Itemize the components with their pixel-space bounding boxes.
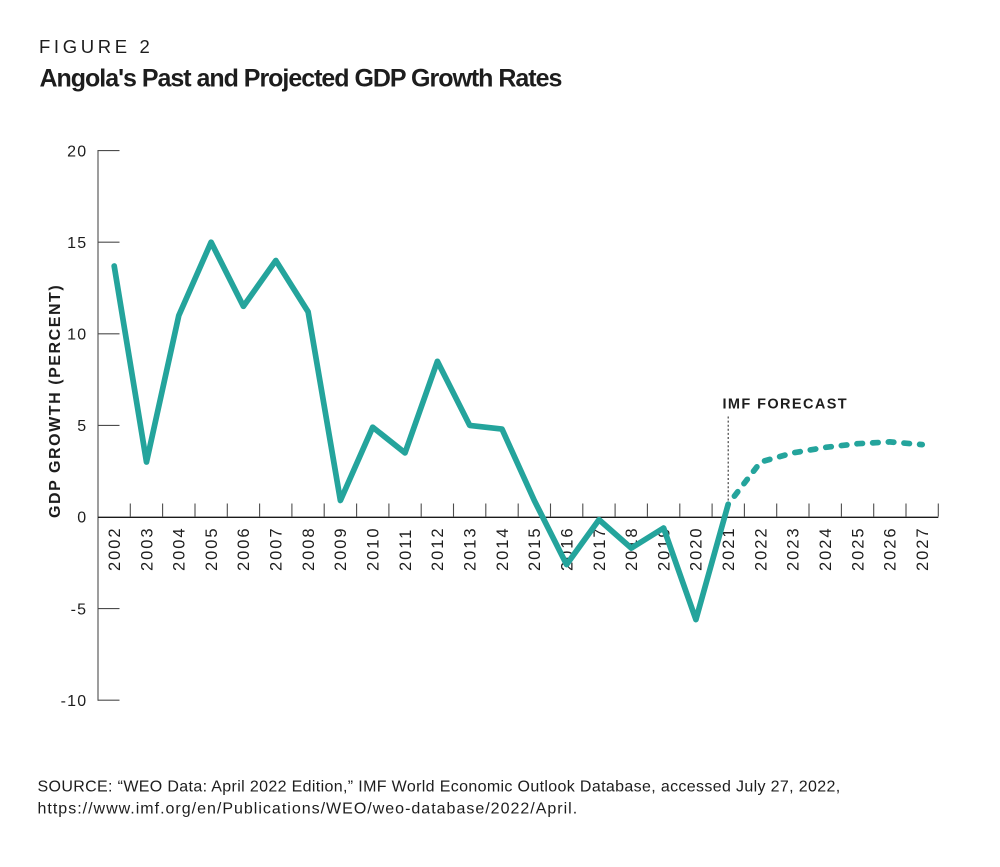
svg-text:2005: 2005 <box>203 526 221 571</box>
svg-text:2021: 2021 <box>720 526 738 571</box>
svg-text:2017: 2017 <box>591 526 609 571</box>
svg-text:IMF FORECAST: IMF FORECAST <box>723 397 849 413</box>
svg-text:2025: 2025 <box>849 526 867 571</box>
svg-text:2026: 2026 <box>882 526 900 571</box>
svg-text:-10: -10 <box>61 693 88 710</box>
svg-text:2004: 2004 <box>171 526 189 571</box>
svg-text:GDP GROWTH (PERCENT): GDP GROWTH (PERCENT) <box>47 284 64 518</box>
svg-text:0: 0 <box>77 510 87 527</box>
svg-text:Angola's Past and Projected GD: Angola's Past and Projected GDP Growth R… <box>40 65 562 93</box>
svg-text:FIGURE 2: FIGURE 2 <box>39 36 153 57</box>
svg-text:2008: 2008 <box>300 526 318 571</box>
svg-text:2013: 2013 <box>462 526 480 571</box>
svg-text:2015: 2015 <box>526 526 544 571</box>
svg-text:2009: 2009 <box>332 526 350 571</box>
svg-text:20: 20 <box>67 143 87 160</box>
svg-text:2010: 2010 <box>365 526 383 571</box>
svg-text:-5: -5 <box>71 601 88 618</box>
svg-text:2007: 2007 <box>268 526 286 571</box>
svg-text:2014: 2014 <box>494 526 512 571</box>
svg-text:2006: 2006 <box>235 526 253 571</box>
svg-text:5: 5 <box>77 418 87 435</box>
svg-text:2020: 2020 <box>688 526 706 571</box>
svg-text:2023: 2023 <box>785 526 803 571</box>
svg-text:SOURCE: “WEO Data: April 2022: SOURCE: “WEO Data: April 2022 Edition,” … <box>38 778 841 795</box>
svg-text:15: 15 <box>67 235 87 252</box>
svg-text:2002: 2002 <box>106 526 124 571</box>
svg-text:2024: 2024 <box>817 526 835 571</box>
svg-text:2012: 2012 <box>429 526 447 571</box>
svg-text:2027: 2027 <box>914 526 932 571</box>
svg-text:2011: 2011 <box>397 528 415 571</box>
svg-text:10: 10 <box>67 327 87 344</box>
svg-text:https://www.imf.org/en/Publica: https://www.imf.org/en/Publications/WEO/… <box>38 801 579 818</box>
svg-text:2003: 2003 <box>138 526 156 571</box>
svg-text:2022: 2022 <box>752 526 770 571</box>
